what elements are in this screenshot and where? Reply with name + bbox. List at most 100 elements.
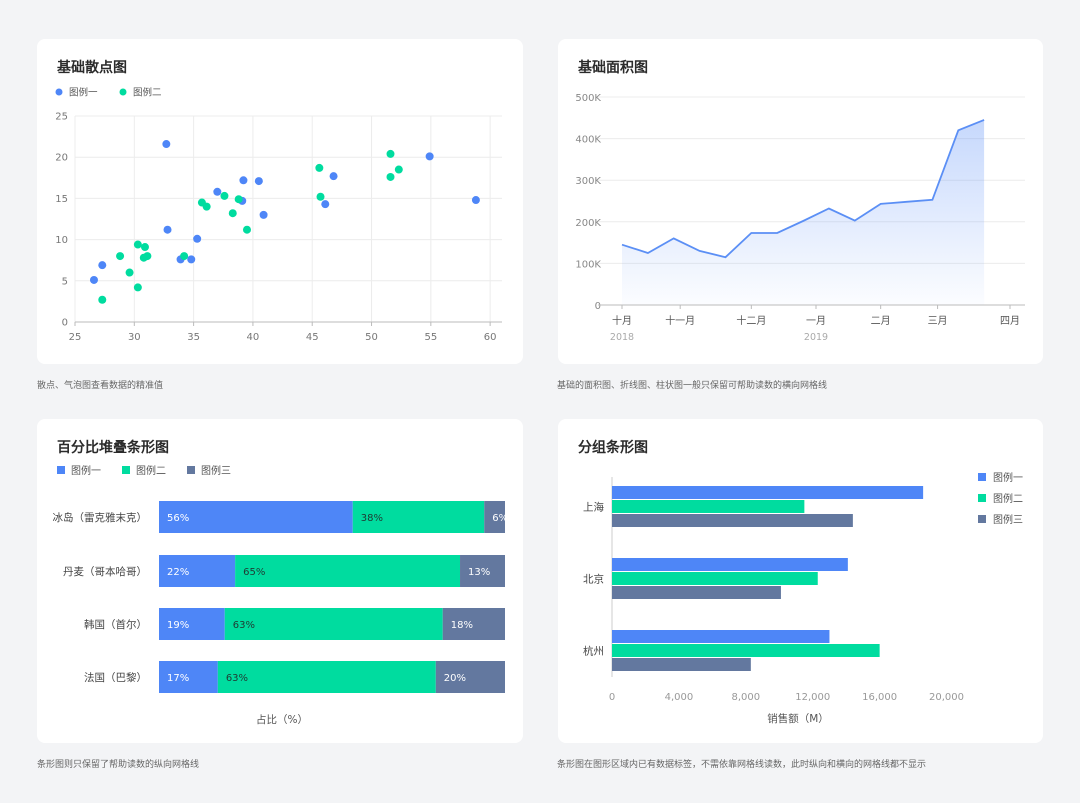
grouped-card: 分组条形图 图例一 图例二 图例三 上海 北京 杭州 0 4,000 8,000 12,000 16… bbox=[558, 419, 1043, 743]
x-tick-label: 50 bbox=[365, 332, 378, 343]
y-tick-label: 200K bbox=[575, 218, 601, 229]
scatter-point bbox=[394, 165, 403, 174]
x-tick-label: 16,000 bbox=[862, 692, 897, 703]
stacked-bar-segment bbox=[217, 661, 436, 693]
scatter-title: 基础散点图 bbox=[57, 60, 127, 76]
grouped-bar bbox=[612, 558, 848, 571]
y-tick-label: 15 bbox=[55, 194, 68, 205]
data-label: 17% bbox=[167, 673, 189, 684]
scatter-point bbox=[187, 255, 196, 264]
scatter-card: 基础散点图 图例一 图例二 0 5 10 15 20 25 25 30 35 40 45 50 55 60 bbox=[37, 39, 523, 364]
grouped-bar bbox=[612, 500, 805, 513]
data-label: 65% bbox=[243, 567, 265, 578]
data-label: 63% bbox=[233, 620, 255, 631]
scatter-point bbox=[140, 243, 149, 252]
y-tick-label: 100K bbox=[575, 259, 601, 270]
grouped-bar bbox=[612, 658, 751, 671]
x-tick-label: 25 bbox=[69, 332, 82, 343]
legend-swatch bbox=[122, 466, 130, 474]
data-label: 56% bbox=[167, 513, 189, 524]
scatter-point bbox=[259, 210, 268, 219]
legend-label: 图例一 bbox=[71, 464, 101, 477]
area-caption: 基础的面积图、折线图、柱状图一般只保留可帮助读数的横向网格线 bbox=[557, 381, 828, 391]
x-tick-label: 十月 bbox=[612, 314, 632, 327]
grouped-bar bbox=[612, 630, 830, 643]
y-tick-label: 500K bbox=[575, 93, 601, 104]
scatter-point bbox=[471, 196, 480, 205]
x-tick-label: 55 bbox=[424, 332, 437, 343]
stacked-card: 百分比堆叠条形图 图例一 图例二 图例三 冰岛（雷克雅末克） 56% 38% 6% 丹麦（哥本… bbox=[37, 419, 523, 743]
legend-label: 图例三 bbox=[993, 513, 1023, 526]
x-tick-sublabel: 2019 bbox=[804, 332, 828, 343]
scatter-point bbox=[116, 252, 125, 261]
legend-label: 图例二 bbox=[136, 464, 166, 477]
legend-swatch bbox=[187, 466, 195, 474]
stacked-bar-segment bbox=[484, 501, 505, 533]
grouped-bar bbox=[612, 486, 924, 499]
scatter-point bbox=[143, 252, 152, 261]
category-label: 韩国（首尔） bbox=[84, 618, 147, 631]
scatter-point bbox=[213, 187, 222, 196]
category-label: 杭州 bbox=[583, 645, 604, 658]
grouped-caption: 条形图在图形区域内已有数据标签，不需依靠网格线读数，此时纵向和横向的网格线都不显… bbox=[557, 760, 927, 770]
data-label: 63% bbox=[226, 673, 248, 684]
data-label: 22% bbox=[167, 567, 189, 578]
legend-dot bbox=[119, 88, 127, 96]
scatter-point bbox=[386, 149, 395, 158]
area-line bbox=[621, 119, 985, 259]
stacked-bar-segment bbox=[159, 501, 353, 533]
scatter-point bbox=[162, 140, 171, 149]
scatter-point bbox=[386, 172, 395, 181]
x-tick-label: 45 bbox=[306, 332, 319, 343]
scatter-point bbox=[425, 152, 434, 161]
scatter-point bbox=[193, 234, 202, 243]
grouped-bar bbox=[612, 586, 781, 599]
scatter-point bbox=[321, 200, 330, 209]
stacked-bar-segment bbox=[352, 501, 485, 533]
x-tick-label: 三月 bbox=[928, 315, 948, 327]
x-tick-label: 20,000 bbox=[929, 692, 964, 703]
x-tick-label: 一月 bbox=[806, 315, 826, 327]
area-title: 基础面积图 bbox=[578, 60, 648, 76]
legend-label: 图例三 bbox=[201, 464, 231, 477]
scatter-point bbox=[239, 176, 248, 185]
scatter-caption: 散点、气泡图查看数据的精准值 bbox=[37, 381, 164, 391]
y-tick-label: 400K bbox=[575, 135, 601, 146]
scatter-point bbox=[242, 225, 251, 234]
x-tick-label: 8,000 bbox=[731, 692, 760, 703]
x-tick-label: 二月 bbox=[871, 315, 891, 327]
scatter-point bbox=[163, 225, 172, 234]
data-label: 19% bbox=[167, 620, 189, 631]
stacked-bar-segment bbox=[224, 608, 443, 640]
x-tick-label: 35 bbox=[187, 332, 200, 343]
scatter-point bbox=[234, 195, 243, 204]
grouped-bar bbox=[612, 514, 853, 527]
scatter-chart: 图例一 图例二 0 5 10 15 20 25 25 30 35 40 45 50 55 60 bbox=[55, 87, 502, 343]
legend-swatch bbox=[978, 494, 986, 502]
scatter-point bbox=[202, 202, 211, 211]
legend-label: 图例一 bbox=[69, 87, 98, 99]
category-label: 上海 bbox=[583, 501, 604, 514]
x-tick-sublabel: 2018 bbox=[610, 332, 634, 343]
stacked-bar-segment bbox=[159, 555, 236, 587]
data-label: 38% bbox=[361, 513, 383, 524]
category-label: 北京 bbox=[583, 573, 604, 586]
area-chart: 0 100K 200K 300K 400K 500K 十月 2018 十一月 十二月 一月 2019 二… bbox=[575, 93, 1025, 343]
category-label: 冰岛（雷克雅末克） bbox=[53, 511, 148, 524]
scatter-point bbox=[89, 275, 98, 284]
y-tick-label: 0 bbox=[62, 318, 68, 329]
x-tick-label: 十二月 bbox=[736, 314, 766, 327]
stacked-caption: 条形图则只保留了帮助读数的纵向网格线 bbox=[37, 760, 200, 770]
scatter-point bbox=[180, 252, 189, 261]
y-tick-label: 25 bbox=[55, 112, 68, 123]
stacked-bar-segment bbox=[159, 608, 225, 640]
stacked-bar-segment bbox=[159, 661, 218, 693]
scatter-point bbox=[316, 192, 325, 201]
x-tick-label: 0 bbox=[609, 692, 615, 703]
data-label: 6% bbox=[492, 513, 508, 524]
y-tick-label: 5 bbox=[62, 276, 68, 287]
x-tick-label: 40 bbox=[247, 332, 260, 343]
y-tick-label: 10 bbox=[55, 235, 68, 246]
